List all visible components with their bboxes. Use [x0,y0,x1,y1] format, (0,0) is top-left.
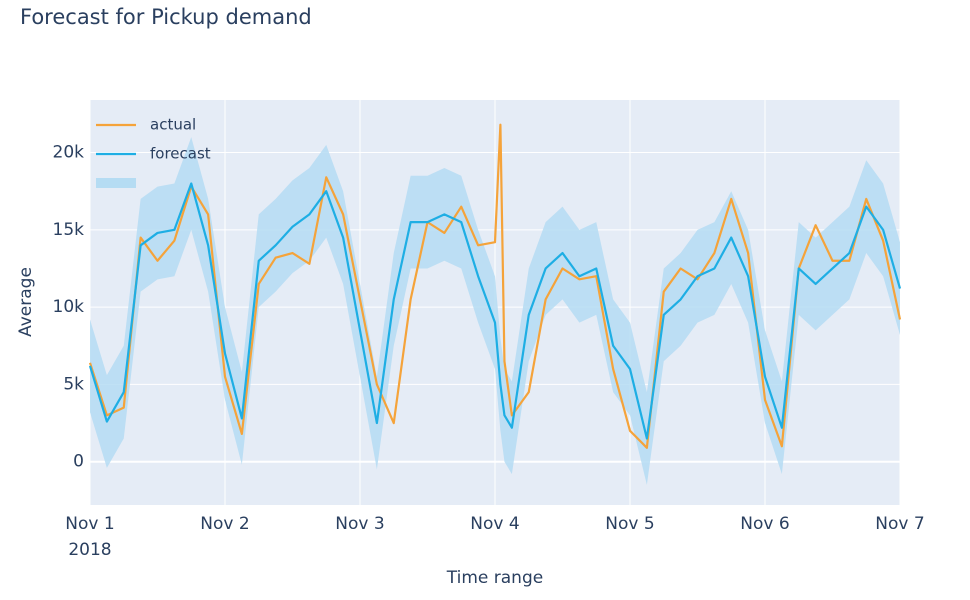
x-tick-label: Nov 1 [65,514,114,534]
series-line [88,182,902,440]
legend-label: actual [150,116,196,134]
y-tick-label: 15k [53,220,85,240]
x-year-label: 2018 [68,540,111,560]
legend-swatch [96,178,136,188]
x-tick-label: Nov 3 [335,514,384,534]
series-line [88,123,902,449]
x-tick-label: Nov 6 [740,514,789,534]
y-axis-label: Average [16,267,36,337]
x-axis-label: Time range [446,568,543,588]
x-tick-label: Nov 5 [605,514,654,534]
y-tick-label: 10k [53,297,85,317]
confidence-band [90,137,900,485]
x-tick-label: Nov 2 [200,514,249,534]
x-tick-label: Nov 4 [470,514,519,534]
legend-label: forecast [150,145,211,163]
y-tick-label: 20k [53,143,85,163]
y-tick-label: 5k [63,374,84,394]
y-tick-label: 0 [73,452,84,472]
chart-title: Forecast for Pickup demand [20,5,312,29]
x-tick-label: Nov 7 [875,514,924,534]
